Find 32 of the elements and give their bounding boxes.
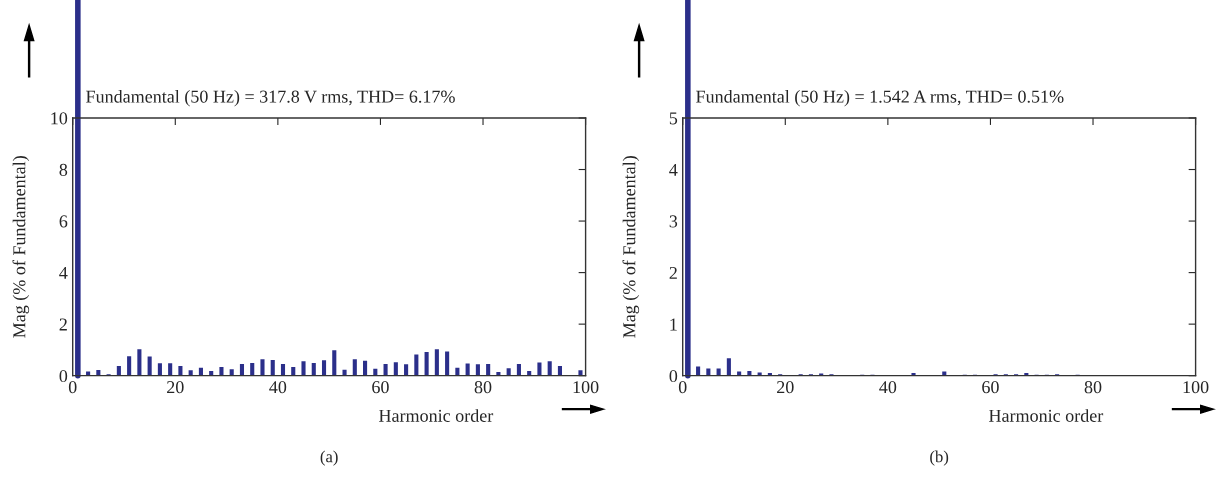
text: Fundamental (50 Hz) = 317.8 V rms, THD= 6.17%	[86, 90, 455, 107]
text: (b)	[930, 450, 949, 466]
x-tick-label: 60	[372, 381, 389, 394]
x-axis-title: Harmonic order	[988, 409, 1104, 422]
x-tick-label: 40	[879, 381, 897, 394]
y-tick-label: 3	[669, 215, 678, 228]
x-tick-label: 40	[269, 381, 287, 394]
x-tick-label: 100	[1183, 381, 1209, 394]
x-tick-label: 0	[68, 381, 77, 394]
x-tick-label: 80	[474, 381, 492, 394]
x-tick-label: 20	[167, 381, 184, 394]
y-tick-label: 4	[669, 163, 678, 176]
x-tick-label: 80	[1084, 381, 1102, 394]
y-tick-label: 6	[59, 215, 68, 228]
y-tick-label: 1	[670, 318, 677, 331]
x-tick-label: 60	[982, 381, 999, 394]
y-tick-label: 0	[59, 369, 68, 383]
y-axis-title: Mag (% of Fundamental)	[622, 156, 640, 338]
x-axis-title: Harmonic order	[378, 409, 494, 422]
y-tick-label: 0	[669, 369, 678, 383]
y-tick-label: 5	[669, 112, 678, 125]
y-tick-label: 10	[51, 112, 68, 125]
y-tick-label: 8	[59, 163, 68, 176]
x-tick-label: 20	[777, 381, 794, 394]
x-tick-label: 0	[678, 381, 687, 394]
y-tick-label: 2	[669, 266, 677, 279]
text: (a)	[320, 450, 338, 466]
y-tick-label: 4	[59, 266, 68, 279]
y-tick-label: 2	[59, 318, 67, 331]
x-tick-label: 100	[573, 381, 599, 394]
y-axis-title: Mag (% of Fundamental)	[12, 156, 30, 338]
text: Fundamental (50 Hz) = 1.542 A rms, THD= 0.51%	[696, 90, 1064, 107]
